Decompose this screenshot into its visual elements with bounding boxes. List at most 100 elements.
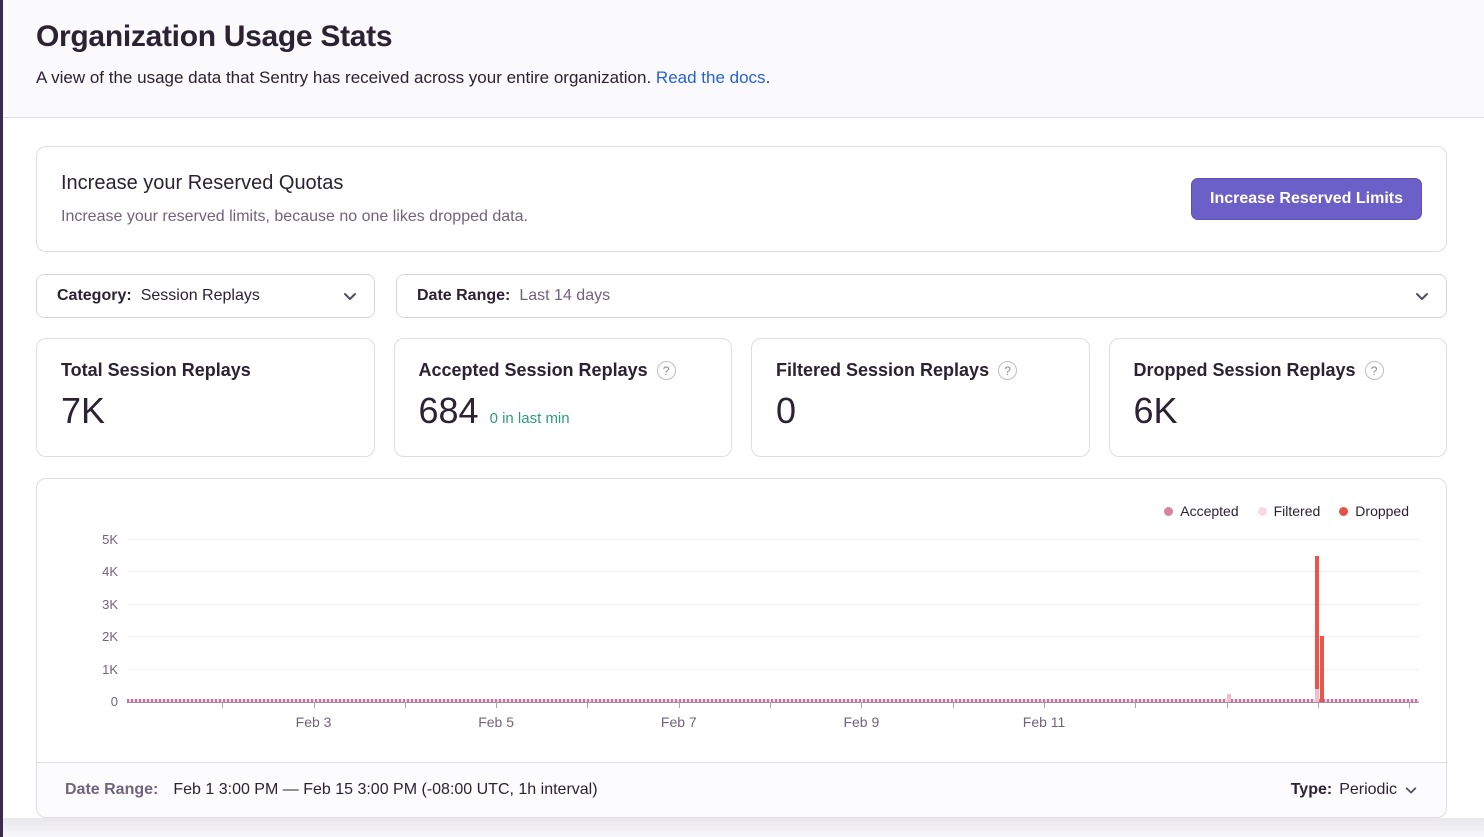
x-axis-tick (496, 702, 498, 708)
sidebar-edge (0, 0, 3, 837)
type-select-value: Periodic (1339, 781, 1397, 798)
chart-gridline (127, 603, 1419, 605)
baseline-accepted-dashes (127, 699, 1419, 702)
y-axis-label: 2K (102, 629, 118, 645)
stat-card-dropped: Dropped Session Replays? 6K (1108, 338, 1447, 457)
stat-title-text: Total Session Replays (61, 360, 251, 380)
chart-x-axis: Feb 3 Feb 5 Feb 7 Feb 9 Feb 11 (127, 702, 1419, 736)
stat-card-title: Accepted Session Replays? (419, 360, 708, 381)
chevron-down-icon (1405, 787, 1417, 794)
footer-date-range-value: Feb 1 3:00 PM — Feb 15 3:00 PM (-08:00 U… (173, 781, 598, 798)
legend-dot-accepted (1164, 506, 1174, 516)
stat-card-title: Total Session Replays (61, 360, 350, 381)
x-axis-tick (222, 702, 224, 708)
chart-legend: Accepted Filtered Dropped (37, 479, 1446, 523)
main-content: Increase your Reserved Quotas Increase y… (0, 118, 1484, 818)
category-select-value: Session Replays (140, 287, 260, 304)
stat-card-title: Dropped Session Replays? (1134, 360, 1423, 381)
chart-bar-dropped (1314, 556, 1319, 690)
page-subtitle: A view of the usage data that Sentry has… (36, 68, 1448, 88)
stat-value: 0 (776, 390, 797, 431)
usage-chart-card: Accepted Filtered Dropped 0 1K 2K 3K 4K 5K Fe… (36, 478, 1447, 818)
stat-value: 7K (61, 390, 106, 431)
x-axis-tick (1409, 702, 1411, 708)
legend-item-accepted[interactable]: Accepted (1164, 503, 1239, 519)
legend-dot-filtered (1257, 506, 1267, 516)
legend-item-filtered[interactable]: Filtered (1257, 503, 1321, 519)
chart-bar-accepted (1226, 693, 1231, 702)
x-axis-tick (587, 702, 589, 708)
chart-gridline (127, 539, 1419, 540)
legend-label: Dropped (1355, 503, 1409, 519)
quota-banner-title: Increase your Reserved Quotas (61, 172, 344, 194)
stat-last-min-text: 0 in last min (489, 410, 570, 427)
chart-gridline (127, 571, 1419, 573)
page-subtitle-period: . (765, 68, 771, 87)
date-range-select-value: Last 14 days (519, 287, 611, 304)
legend-label: Accepted (1180, 503, 1239, 519)
x-axis-label: Feb 5 (478, 714, 515, 730)
stat-value: 684 (418, 390, 479, 431)
y-axis-label: 3K (102, 596, 118, 612)
chart-footer: Date Range: Feb 1 3:00 PM — Feb 15 3:00 … (37, 762, 1446, 817)
stat-value: 6K (1133, 390, 1178, 431)
help-icon[interactable]: ? (1364, 361, 1384, 380)
filters-row: Category: Session Replays Date Range: La… (36, 274, 1447, 318)
page-subtitle-text: A view of the usage data that Sentry has… (36, 68, 652, 87)
stat-card-total: Total Session Replays 7K (36, 338, 375, 457)
x-axis-tick (1317, 702, 1319, 708)
x-axis-tick (1135, 702, 1137, 708)
page-header: Organization Usage Stats A view of the u… (0, 0, 1484, 118)
chart-gridline (127, 668, 1419, 670)
x-axis-tick (1044, 702, 1046, 708)
stat-title-text: Filtered Session Replays (776, 360, 990, 380)
increase-reserved-limits-button[interactable]: Increase Reserved Limits (1191, 178, 1422, 220)
category-select[interactable]: Category: Session Replays (36, 274, 375, 318)
x-axis-tick (861, 702, 863, 708)
y-axis-label: 4K (102, 564, 118, 580)
x-axis-tick (1226, 702, 1228, 708)
date-range-select[interactable]: Date Range: Last 14 days (396, 274, 1447, 318)
chart-gridline (127, 636, 1419, 638)
legend-item-dropped[interactable]: Dropped (1339, 503, 1409, 519)
quota-banner: Increase your Reserved Quotas Increase y… (36, 146, 1447, 252)
quota-banner-text: Increase your Reserved Quotas Increase y… (61, 172, 528, 226)
x-axis-label: Feb 3 (295, 714, 332, 730)
x-axis-tick (770, 702, 772, 708)
chevron-down-icon (1416, 293, 1428, 300)
type-select-label: Type: (1290, 781, 1333, 798)
help-icon[interactable]: ? (656, 361, 676, 380)
chart-bar-accepted (1314, 689, 1319, 702)
x-axis-tick (678, 702, 680, 708)
quota-banner-description: Increase your reserved limits, because n… (61, 208, 528, 225)
category-select-label: Category: (57, 287, 132, 304)
y-axis-label: 0 (110, 694, 118, 709)
legend-label: Filtered (1273, 503, 1321, 519)
x-axis-label: Feb 7 (660, 714, 697, 730)
x-axis-label: Feb 11 (1022, 714, 1066, 730)
stats-row: Total Session Replays 7K Accepted Sessio… (36, 338, 1447, 457)
chevron-down-icon (344, 293, 356, 300)
x-axis-tick (952, 702, 954, 708)
legend-dot-dropped (1339, 506, 1349, 516)
y-axis-label: 1K (102, 661, 118, 677)
footer-date-range-label: Date Range: (65, 781, 159, 798)
stat-title-text: Accepted Session Replays (418, 360, 648, 380)
chart-plot: 0 1K 2K 3K 4K 5K (102, 530, 1419, 709)
chart-bar-dropped (1319, 635, 1324, 702)
x-axis-line (127, 702, 1419, 703)
page-title: Organization Usage Stats (36, 20, 393, 53)
page-bottom-strip (0, 818, 1484, 837)
stat-card-accepted: Accepted Session Replays? 684 0 in last … (393, 338, 732, 457)
y-axis-label: 5K (102, 532, 118, 547)
read-the-docs-link[interactable]: Read the docs (655, 68, 766, 87)
stat-card-filtered: Filtered Session Replays? 0 (751, 338, 1090, 457)
stat-card-title: Filtered Session Replays? (776, 360, 1065, 381)
x-axis-tick (313, 702, 315, 708)
type-select[interactable]: Type: Periodic (1291, 781, 1418, 799)
date-range-select-label: Date Range: (417, 287, 511, 304)
help-icon[interactable]: ? (998, 361, 1018, 380)
stat-title-text: Dropped Session Replays (1133, 360, 1356, 380)
x-axis-label: Feb 9 (843, 714, 880, 730)
x-axis-tick (404, 702, 406, 708)
